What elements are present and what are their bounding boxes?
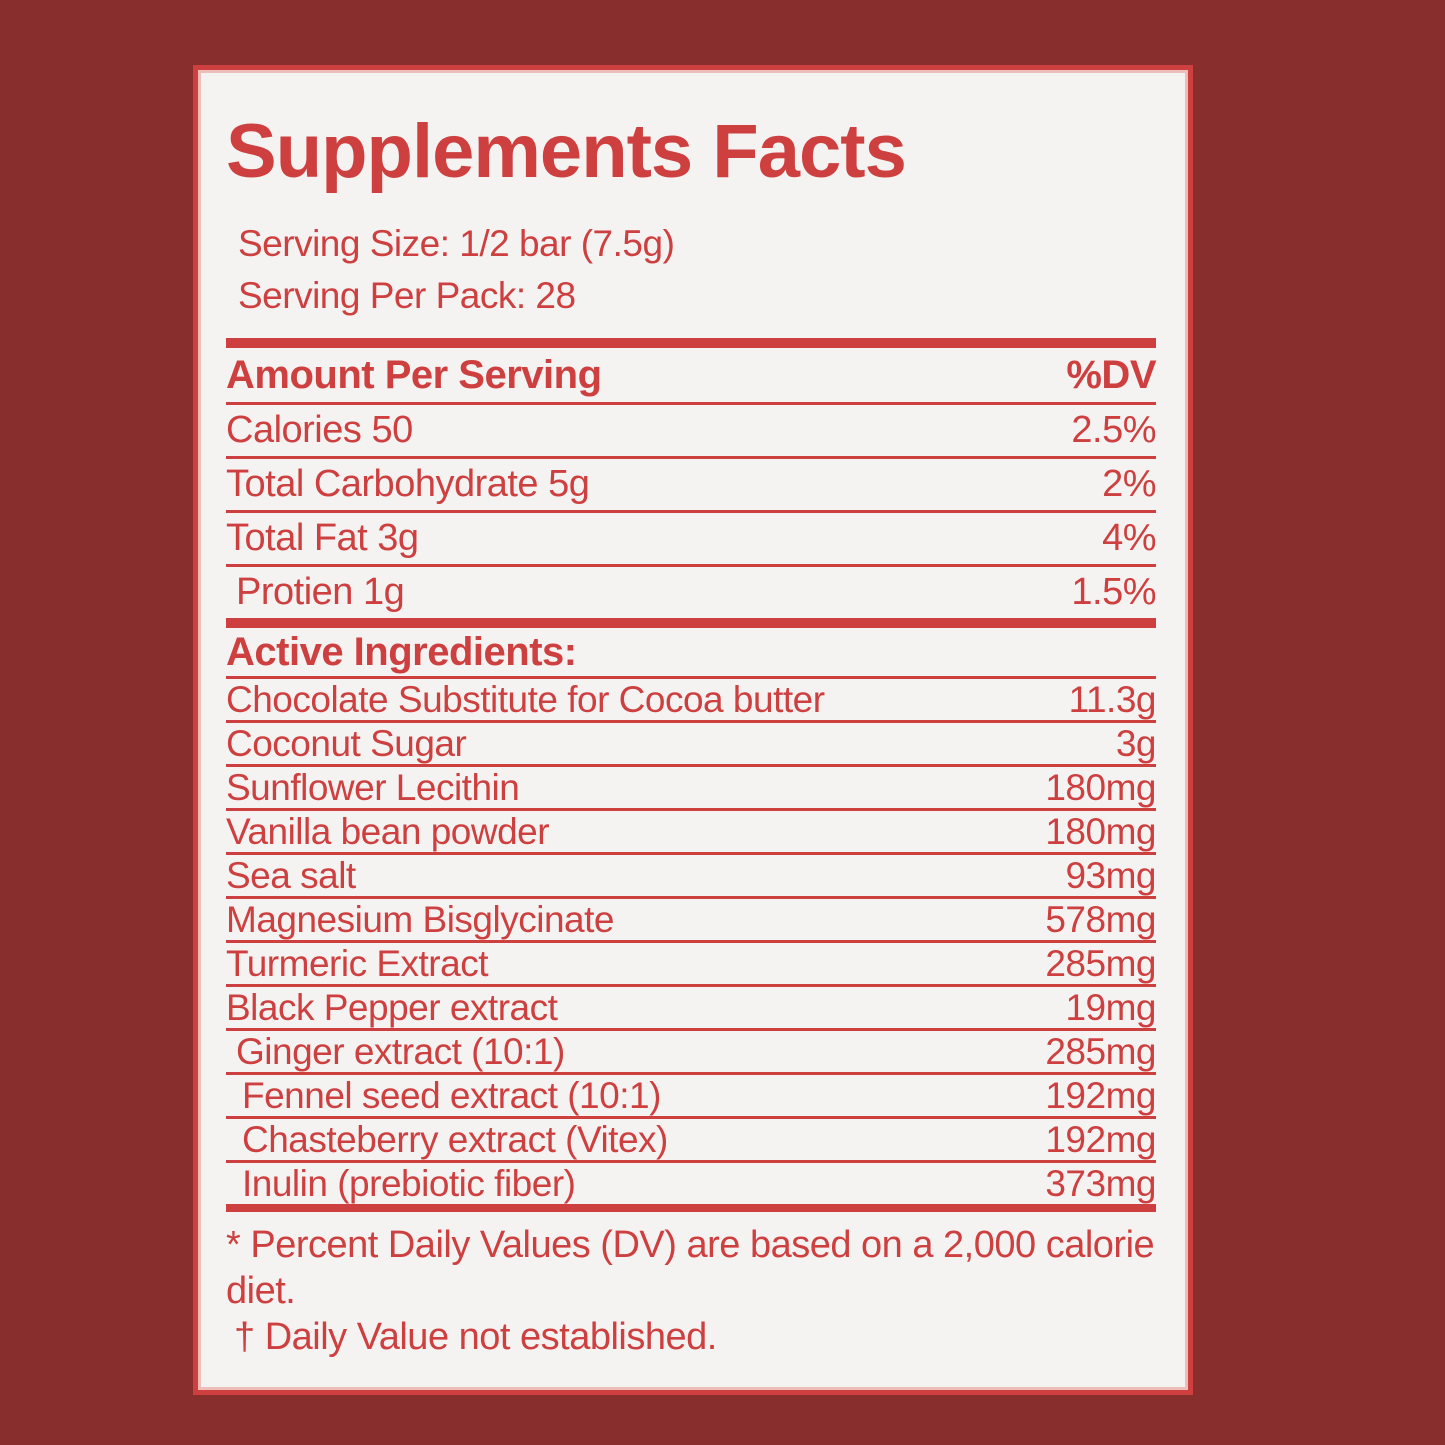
nutrient-name: Total Fat 3g <box>226 517 419 559</box>
nutrient-name: Calories 50 <box>226 409 413 451</box>
ingredient-row-ginger: Ginger extract (10:1) 285mg <box>226 1031 1156 1075</box>
ingredient-row-inulin: Inulin (prebiotic fiber) 373mg <box>226 1163 1156 1204</box>
ingredient-row-turmeric: Turmeric Extract 285mg <box>226 943 1156 987</box>
active-ingredients-heading: Active Ingredients: <box>226 628 1156 679</box>
ingredient-row-black-pepper: Black Pepper extract 19mg <box>226 987 1156 1031</box>
nutrient-dv: 2% <box>1102 463 1156 505</box>
servings-per-pack-text: Serving Per Pack: 28 <box>238 275 576 316</box>
ingredient-name: Sea salt <box>226 854 356 896</box>
supplement-facts-panel: Supplements Facts Serving Size: 1/2 bar … <box>193 65 1193 1395</box>
percent-dv-header: %DV <box>1066 353 1156 397</box>
nutrient-dv: 4% <box>1102 517 1156 559</box>
ingredient-row-chocolate: Chocolate Substitute for Cocoa butter 11… <box>226 678 1157 723</box>
ingredient-name: Ginger extract (10:1) <box>236 1030 565 1072</box>
serving-info: Serving Size: 1/2 bar (7.5g) Serving Per… <box>226 218 1156 322</box>
ingredient-amount: 93mg <box>1065 854 1156 896</box>
ingredient-amount: 192mg <box>1045 1074 1156 1116</box>
ingredient-row-sunflower-lecithin: Sunflower Lecithin 180mg <box>226 767 1156 811</box>
nutrient-name: Total Carbohydrate 5g <box>226 463 590 505</box>
ingredient-name: Inulin (prebiotic fiber) <box>242 1162 576 1204</box>
ingredient-amount: 285mg <box>1045 942 1156 984</box>
section-divider-bar <box>226 618 1156 628</box>
ingredient-amount: 373mg <box>1045 1162 1156 1204</box>
section-divider-bar <box>226 1204 1156 1212</box>
serving-size-text: Serving Size: 1/2 bar (7.5g) <box>238 223 675 264</box>
nutrition-header-row: Amount Per Serving %DV <box>226 348 1156 405</box>
amount-per-serving-header: Amount Per Serving <box>226 353 602 397</box>
ingredient-name: Magnesium Bisglycinate <box>226 898 614 940</box>
ingredient-row-fennel: Fennel seed extract (10:1) 192mg <box>226 1075 1156 1119</box>
nutrition-row-fat: Total Fat 3g 4% <box>226 513 1156 567</box>
nutrient-name: Protien 1g <box>236 571 405 613</box>
ingredient-row-sea-salt: Sea salt 93mg <box>226 855 1156 899</box>
ingredient-amount: 192mg <box>1045 1118 1156 1160</box>
nutrition-row-protein: Protien 1g 1.5% <box>226 567 1156 618</box>
page-title: Supplements Facts <box>226 109 907 194</box>
ingredient-name: Vanilla bean powder <box>226 810 550 852</box>
ingredient-name: Sunflower Lecithin <box>226 766 520 808</box>
ingredient-row-vanilla-bean: Vanilla bean powder 180mg <box>226 811 1156 855</box>
nutrient-dv: 2.5% <box>1071 409 1156 451</box>
footnote-percent-dv: * Percent Daily Values (DV) are based on… <box>226 1224 1155 1312</box>
ingredient-amount: 3g <box>1115 722 1157 764</box>
ingredient-amount: 578mg <box>1045 898 1156 940</box>
ingredient-amount: 180mg <box>1045 810 1156 852</box>
ingredient-name: Coconut Sugar <box>226 722 467 764</box>
ingredient-name: Fennel seed extract (10:1) <box>242 1074 661 1116</box>
ingredient-amount: 19mg <box>1065 986 1156 1028</box>
ingredient-amount: 11.3g <box>1068 678 1157 720</box>
nutrition-row-carbohydrate: Total Carbohydrate 5g 2% <box>226 459 1156 513</box>
ingredient-row-chasteberry: Chasteberry extract (Vitex) 192mg <box>226 1119 1156 1163</box>
ingredient-name: Chasteberry extract (Vitex) <box>242 1118 668 1160</box>
ingredient-amount: 180mg <box>1045 766 1156 808</box>
section-divider-bar <box>226 338 1156 348</box>
footnote-not-established: † Daily Value not established. <box>234 1316 717 1358</box>
ingredient-amount: 285mg <box>1045 1030 1156 1072</box>
ingredient-name: Turmeric Extract <box>226 942 488 984</box>
nutrition-row-calories: Calories 50 2.5% <box>226 405 1156 459</box>
ingredient-row-magnesium: Magnesium Bisglycinate 578mg <box>226 899 1156 943</box>
ingredient-name: Black Pepper extract <box>226 986 558 1028</box>
footnotes: * Percent Daily Values (DV) are based on… <box>226 1222 1156 1360</box>
nutrient-dv: 1.5% <box>1071 571 1156 613</box>
ingredient-name: Chocolate Substitute for Cocoa butter <box>226 678 825 720</box>
ingredient-row-coconut-sugar: Coconut Sugar 3g <box>226 722 1157 767</box>
